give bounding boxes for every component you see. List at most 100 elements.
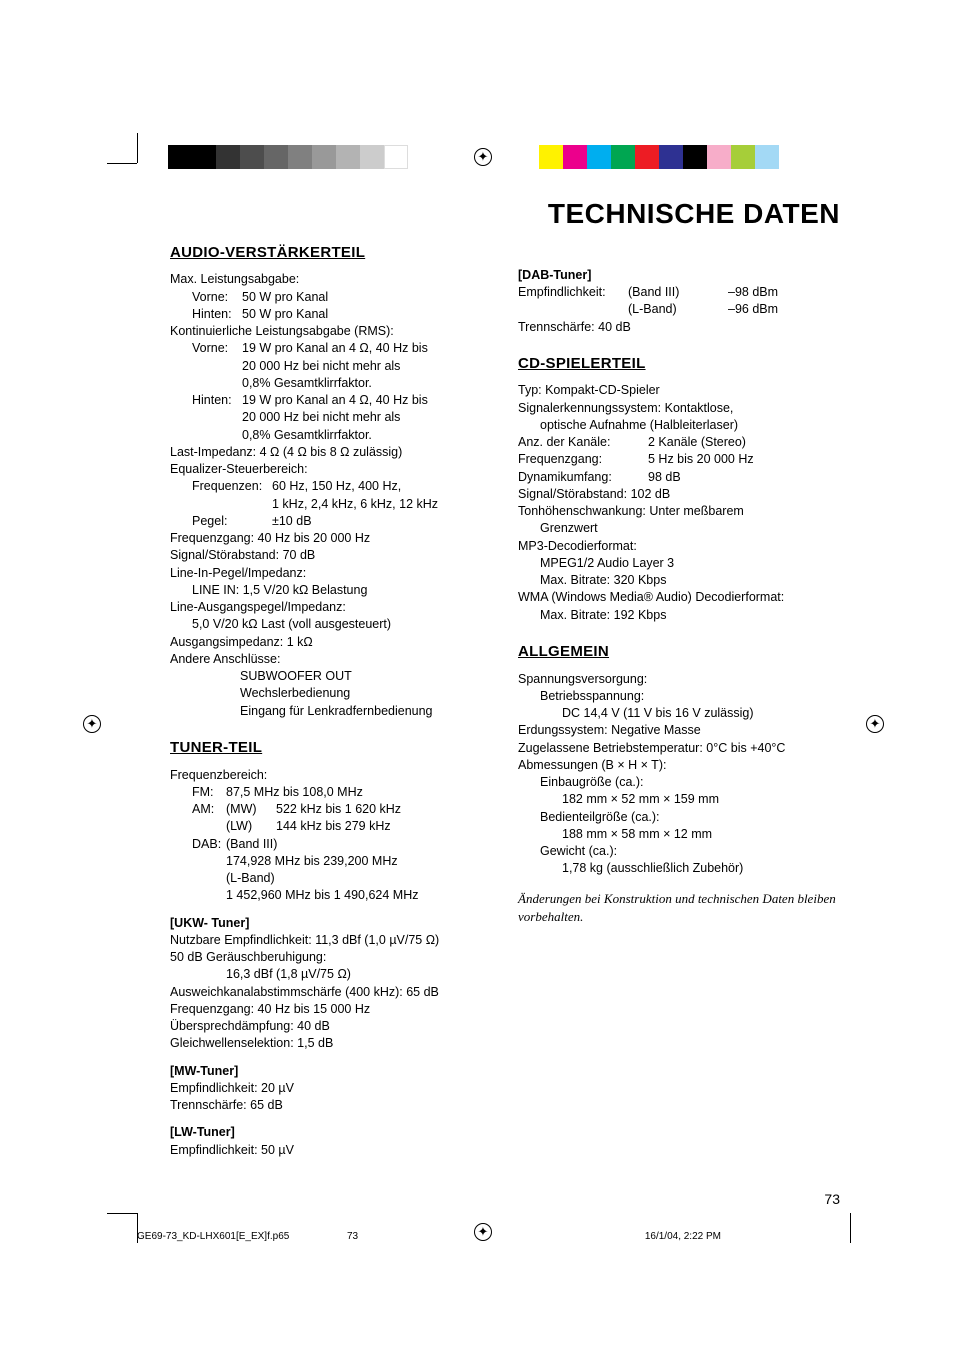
spec-value: –98 dBm: [728, 284, 778, 301]
spec-line: Trennschärfe: 65 dB: [170, 1097, 492, 1114]
spec-value: ±10 dB: [272, 513, 312, 530]
spec-label: Betriebsspannung:: [518, 688, 840, 705]
spec-line: Trennschärfe: 40 dB: [518, 319, 840, 336]
spec-label: DAB:: [192, 836, 226, 853]
left-column: AUDIO-VERSTÄRKERTEIL Max. Leistungsabgab…: [170, 239, 492, 1159]
spec-line: Kontinuierliche Leistungsabgabe (RMS):: [170, 323, 492, 340]
spec-label: (LW): [226, 818, 276, 835]
spec-value: 16,3 dBf (1,8 µV/75 Ω): [170, 966, 492, 983]
spec-value: 174,928 MHz bis 239,200 MHz: [170, 853, 492, 870]
spec-label: Vorne:: [192, 340, 242, 357]
page-title: TECHNISCHE DATEN: [170, 195, 840, 233]
spec-value: –96 dBm: [728, 301, 778, 318]
spec-value: 1 kHz, 2,4 kHz, 6 kHz, 12 kHz: [170, 496, 492, 513]
spec-label: (MW): [226, 801, 276, 818]
subsection-heading: [UKW- Tuner]: [170, 915, 492, 932]
spec-line: Andere Anschlüsse:: [170, 651, 492, 668]
spec-value: Eingang für Lenkradfernbedienung: [170, 703, 492, 720]
spec-label: Empfindlichkeit:: [518, 284, 628, 301]
spec-value: 522 kHz bis 1 620 kHz: [276, 801, 401, 818]
crop-mark: [107, 1213, 137, 1214]
spec-line: MP3-Decodierformat:: [518, 538, 840, 555]
spec-label: Einbaugröße (ca.):: [518, 774, 840, 791]
grayscale-colorbar: [168, 145, 408, 169]
spec-value: 19 W pro Kanal an 4 Ω, 40 Hz bis: [242, 340, 428, 357]
subsection-heading: [LW-Tuner]: [170, 1124, 492, 1141]
spec-line: Zugelassene Betriebstemperatur: 0°C bis …: [518, 740, 840, 757]
crop-mark: [107, 163, 137, 164]
spec-line: Übersprechdämpfung: 40 dB: [170, 1018, 492, 1035]
spec-value: 50 W pro Kanal: [242, 306, 328, 323]
spec-value: 188 mm × 58 mm × 12 mm: [518, 826, 840, 843]
spec-value: SUBWOOFER OUT: [170, 668, 492, 685]
spec-value: Wechslerbedienung: [170, 685, 492, 702]
spec-label: Vorne:: [192, 289, 242, 306]
spec-line: Empfindlichkeit: 50 µV: [170, 1142, 492, 1159]
spec-line: Tonhöhenschwankung: Unter meßbarem: [518, 503, 840, 520]
section-general-heading: ALLGEMEIN: [518, 642, 840, 663]
spec-line: Frequenzgang: 40 Hz bis 15 000 Hz: [170, 1001, 492, 1018]
spec-label: Frequenzgang:: [518, 451, 648, 468]
spec-value: MPEG1/2 Audio Layer 3: [518, 555, 840, 572]
spec-line: Signal/Störabstand: 70 dB: [170, 547, 492, 564]
spec-value: 0,8% Gesamtklirrfaktor.: [170, 427, 492, 444]
spec-label: (Band III): [226, 836, 277, 853]
spec-value: 19 W pro Kanal an 4 Ω, 40 Hz bis: [242, 392, 428, 409]
spec-value: Max. Bitrate: 192 Kbps: [518, 607, 840, 624]
spec-line: Last-Impedanz: 4 Ω (4 Ω bis 8 Ω zulässig…: [170, 444, 492, 461]
spec-label: Hinten:: [192, 306, 242, 323]
spec-line: Signal/Störabstand: 102 dB: [518, 486, 840, 503]
spec-line: Abmessungen (B × H × T):: [518, 757, 840, 774]
color-colorbar: [539, 145, 779, 169]
footer-date: 16/1/04, 2:22 PM: [645, 1230, 721, 1244]
subsection-heading: [DAB-Tuner]: [518, 267, 840, 284]
spec-value: 87,5 MHz bis 108,0 MHz: [226, 784, 363, 801]
spec-line: 50 dB Geräuschberuhigung:: [170, 949, 492, 966]
spec-line: Gleichwellenselektion: 1,5 dB: [170, 1035, 492, 1052]
spec-line: Erdungssystem: Negative Masse: [518, 722, 840, 739]
spec-value: 5 Hz bis 20 000 Hz: [648, 451, 754, 468]
spec-label: Dynamikumfang:: [518, 469, 648, 486]
spec-value: 0,8% Gesamtklirrfaktor.: [170, 375, 492, 392]
spec-label: Anz. der Kanäle:: [518, 434, 648, 451]
page-number: 73: [824, 1190, 840, 1209]
spec-value: Grenzwert: [518, 520, 840, 537]
spec-value: 20 000 Hz bei nicht mehr als: [170, 358, 492, 375]
crop-mark: [137, 133, 138, 163]
section-tuner-heading: TUNER-TEIL: [170, 738, 492, 759]
spec-line: Line-Ausgangspegel/Impedanz:: [170, 599, 492, 616]
footer-filename: GE69-73_KD-LHX601[E_EX]f.p65: [137, 1230, 289, 1244]
spec-label: (L-Band): [170, 870, 492, 887]
section-cd-heading: CD-SPIELERTEIL: [518, 354, 840, 375]
spec-line: Equalizer-Steuerbereich:: [170, 461, 492, 478]
spec-line: Empfindlichkeit: 20 µV: [170, 1080, 492, 1097]
spec-label: (L-Band): [628, 301, 728, 318]
spec-label: Pegel:: [192, 513, 272, 530]
spec-line: Line-In-Pegel/Impedanz:: [170, 565, 492, 582]
spec-label: (Band III): [628, 284, 728, 301]
spec-line: Max. Leistungsabgabe:: [170, 271, 492, 288]
footer: GE69-73_KD-LHX601[E_EX]f.p65 73 16/1/04,…: [137, 1230, 851, 1244]
spec-line: Frequenzbereich:: [170, 767, 492, 784]
spec-value: 1,78 kg (ausschließlich Zubehör): [518, 860, 840, 877]
registration-mark-icon: [83, 715, 101, 733]
spec-line: Ausweichkanalabstimmschärfe (400 kHz): 6…: [170, 984, 492, 1001]
section-audio-heading: AUDIO-VERSTÄRKERTEIL: [170, 243, 492, 264]
spec-line: Spannungsversorgung:: [518, 671, 840, 688]
registration-mark-icon: [474, 148, 492, 166]
spec-value: optische Aufnahme (Halbleiterlaser): [518, 417, 840, 434]
spec-label: Frequenzen:: [192, 478, 272, 495]
disclaimer-text: Änderungen bei Konstruktion und technisc…: [518, 890, 840, 926]
spec-label: AM:: [192, 801, 226, 818]
spec-value: LINE IN: 1,5 V/20 kΩ Belastung: [170, 582, 492, 599]
registration-mark-icon: [866, 715, 884, 733]
spec-line: Ausgangsimpedanz: 1 kΩ: [170, 634, 492, 651]
spec-line: WMA (Windows Media® Audio) Decodierforma…: [518, 589, 840, 606]
spec-value: 20 000 Hz bei nicht mehr als: [170, 409, 492, 426]
spec-value: 98 dB: [648, 469, 681, 486]
spec-value: 1 452,960 MHz bis 1 490,624 MHz: [170, 887, 492, 904]
spec-value: 182 mm × 52 mm × 159 mm: [518, 791, 840, 808]
subsection-heading: [MW-Tuner]: [170, 1063, 492, 1080]
spec-line: Nutzbare Empfindlichkeit: 11,3 dBf (1,0 …: [170, 932, 492, 949]
spec-label: FM:: [192, 784, 226, 801]
